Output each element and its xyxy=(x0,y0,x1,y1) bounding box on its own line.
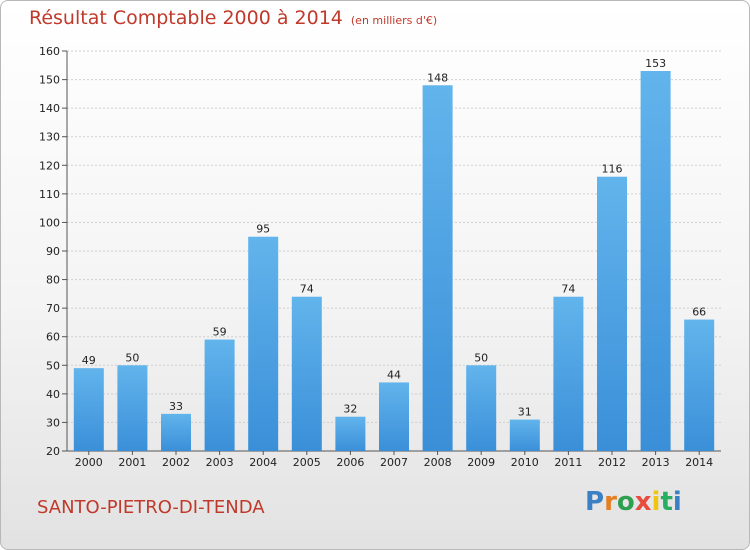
chart-unit: (en milliers d'€) xyxy=(350,14,438,27)
bar xyxy=(466,365,497,451)
bar xyxy=(422,85,453,452)
city-name: SANTO-PIETRO-DI-TENDA xyxy=(37,497,265,518)
x-tick-label: 2001 xyxy=(118,456,146,469)
y-tick-label: 90 xyxy=(46,245,60,258)
bar xyxy=(161,413,191,451)
bar-value-label: 32 xyxy=(343,403,357,416)
y-tick-label: 50 xyxy=(46,359,60,372)
x-tick-label: 2011 xyxy=(554,456,582,469)
logo-letter: i xyxy=(672,487,682,517)
labels: 20 30 40 50 60 70 80 90 100 110 120 130 140 150 160 49 2… xyxy=(39,45,713,469)
bar-value-label: 49 xyxy=(82,354,96,367)
bar-value-label: 95 xyxy=(256,223,270,236)
bars xyxy=(73,71,715,452)
y-tick-label: 60 xyxy=(46,331,60,344)
logo-letter: o xyxy=(616,487,635,517)
bar xyxy=(335,416,366,451)
y-tick-label: 80 xyxy=(46,274,60,287)
bar xyxy=(684,319,715,451)
y-tick-label: 150 xyxy=(39,74,60,87)
bar-value-label: 74 xyxy=(561,283,575,296)
y-tick-label: 160 xyxy=(39,45,60,58)
bar-value-label: 116 xyxy=(602,163,623,176)
bar xyxy=(509,419,540,451)
bar xyxy=(640,71,671,451)
bar xyxy=(597,176,627,451)
x-tick-label: 2000 xyxy=(75,456,103,469)
x-tick-label: 2002 xyxy=(162,456,190,469)
bar xyxy=(553,296,584,451)
bar xyxy=(248,236,279,451)
logo-letter: r xyxy=(604,487,617,517)
y-tick-label: 70 xyxy=(46,302,60,315)
logo-letter: i xyxy=(651,487,661,517)
bar xyxy=(73,368,104,451)
bar xyxy=(379,382,409,451)
x-tick-label: 2005 xyxy=(293,456,321,469)
x-tick-label: 2007 xyxy=(380,456,408,469)
x-tick-label: 2010 xyxy=(511,456,539,469)
bar-value-label: 50 xyxy=(474,351,488,364)
bar-value-label: 66 xyxy=(692,306,706,319)
bar xyxy=(204,339,235,451)
y-tick-label: 110 xyxy=(39,188,60,201)
proxiti-logo: Proxiti xyxy=(585,487,682,517)
chart-title-text: Résultat Comptable 2000 à 2014 xyxy=(29,7,343,29)
bar xyxy=(117,365,148,451)
x-tick-label: 2006 xyxy=(336,456,364,469)
bar-value-label: 74 xyxy=(300,283,314,296)
x-tick-label: 2008 xyxy=(424,456,452,469)
bar-value-label: 153 xyxy=(645,57,666,70)
y-tick-label: 120 xyxy=(39,159,60,172)
bar-value-label: 33 xyxy=(169,400,183,413)
x-tick-label: 2013 xyxy=(642,456,670,469)
bar-value-label: 59 xyxy=(213,326,227,339)
y-tick-label: 40 xyxy=(46,388,60,401)
bar-value-label: 44 xyxy=(387,368,401,381)
y-tick-label: 100 xyxy=(39,216,60,229)
chart-title: Résultat Comptable 2000 à 2014 (en millie… xyxy=(29,7,437,29)
logo-letter: t xyxy=(660,487,673,517)
y-tick-label: 140 xyxy=(39,102,60,115)
x-tick-label: 2014 xyxy=(685,456,713,469)
x-tick-label: 2009 xyxy=(467,456,495,469)
x-tick-label: 2012 xyxy=(598,456,626,469)
x-tick-label: 2004 xyxy=(249,456,277,469)
bar-value-label: 50 xyxy=(125,351,139,364)
logo-letter: P xyxy=(585,487,605,517)
y-tick-label: 30 xyxy=(46,416,60,429)
y-tick-label: 130 xyxy=(39,131,60,144)
y-tick-label: 20 xyxy=(46,445,60,458)
x-tick-label: 2003 xyxy=(206,456,234,469)
bar xyxy=(291,296,322,451)
bar-value-label: 31 xyxy=(518,406,532,419)
bar-value-label: 148 xyxy=(427,71,448,84)
logo-letter: x xyxy=(634,487,652,517)
